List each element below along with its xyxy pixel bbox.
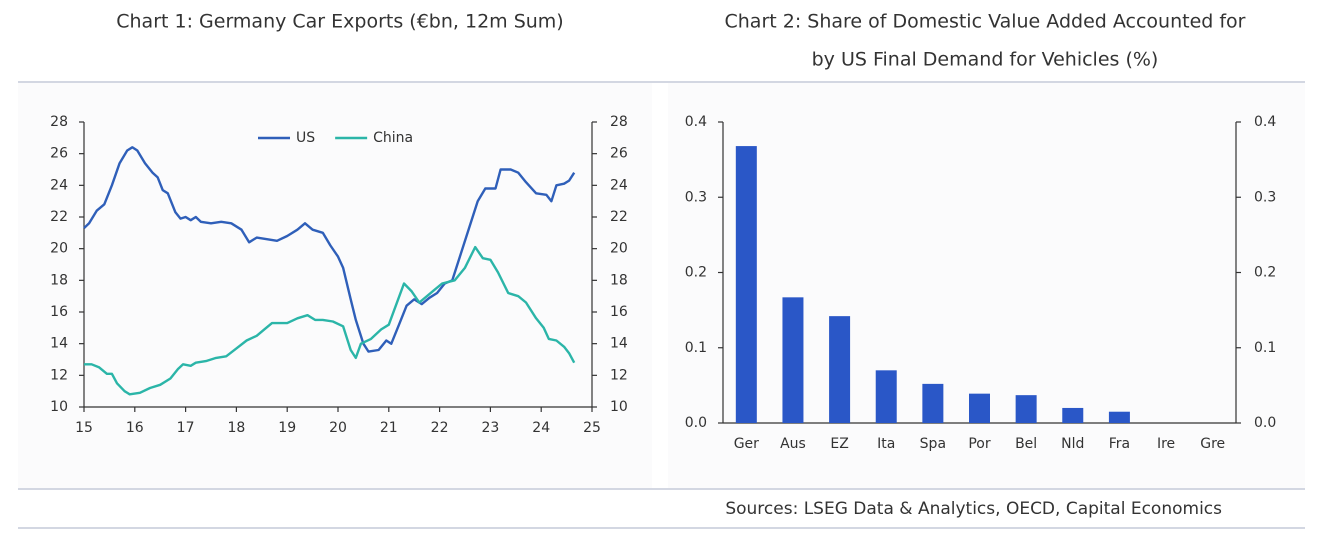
x-tick-label: Aus xyxy=(780,436,806,452)
y2-tick-label: 0.3 xyxy=(1254,189,1276,205)
x-tick-label: 25 xyxy=(583,420,601,436)
y-tick-label: 16 xyxy=(50,304,68,320)
y2-tick-label: 22 xyxy=(610,209,628,225)
panel xyxy=(668,83,1305,488)
y-tick-label: 0.2 xyxy=(685,265,707,281)
bar xyxy=(829,316,851,423)
y2-tick-label: 24 xyxy=(610,177,628,193)
y-tick-label: 18 xyxy=(50,272,68,288)
y2-tick-label: 10 xyxy=(610,399,628,415)
x-tick-label: 23 xyxy=(481,420,499,436)
x-tick-label: 15 xyxy=(75,420,93,436)
x-tick-label: Bel xyxy=(1015,436,1037,452)
bar xyxy=(1062,407,1084,423)
y-tick-label: 0.1 xyxy=(685,340,707,356)
line-series xyxy=(83,146,576,353)
y2-tick-label: 0.1 xyxy=(1254,340,1276,356)
y-tick-label: 0.4 xyxy=(685,114,707,130)
chart-title: Chart 1: Germany Car Exports (€bn, 12m S… xyxy=(116,11,563,33)
bar xyxy=(969,393,990,423)
y2-tick-label: 0.2 xyxy=(1254,265,1276,281)
y-tick-label: 14 xyxy=(50,336,68,352)
x-tick-label: Nld xyxy=(1061,436,1084,452)
x-tick-label: 20 xyxy=(329,420,347,436)
y-tick-label: 0.0 xyxy=(685,415,707,431)
y-tick-label: 0.3 xyxy=(685,189,707,205)
y-tick-label: 22 xyxy=(50,209,68,225)
x-tick-label: 21 xyxy=(380,420,398,436)
y-tick-label: 24 xyxy=(50,177,68,193)
chart-title: by US Final Demand for Vehicles (%) xyxy=(812,49,1159,71)
y2-tick-label: 0.0 xyxy=(1254,415,1276,431)
y2-tick-label: 12 xyxy=(610,367,628,383)
y2-tick-label: 18 xyxy=(610,272,628,288)
chart-title: Chart 2: Share of Domestic Value Added A… xyxy=(725,11,1246,33)
bar xyxy=(1015,395,1037,423)
x-tick-label: 24 xyxy=(532,420,550,436)
x-tick-label: 16 xyxy=(126,420,144,436)
bar xyxy=(1108,411,1130,423)
x-tick-label: Ger xyxy=(734,436,759,452)
legend-label: China xyxy=(373,130,413,146)
y-tick-label: 20 xyxy=(50,241,68,257)
x-tick-label: 18 xyxy=(227,420,245,436)
panel xyxy=(18,83,652,488)
bar xyxy=(922,383,944,423)
x-tick-label: Ire xyxy=(1157,436,1175,452)
legend-label: US xyxy=(296,130,315,146)
bar xyxy=(875,370,897,423)
x-tick-label: 19 xyxy=(278,420,296,436)
y2-tick-label: 14 xyxy=(610,336,628,352)
bar xyxy=(782,297,804,423)
x-tick-label: Por xyxy=(968,436,991,452)
bar xyxy=(735,146,757,423)
line-series xyxy=(84,245,576,396)
source: Sources: LSEG Data & Analytics, OECD, Ca… xyxy=(725,499,1222,519)
x-tick-label: 17 xyxy=(177,420,195,436)
y-tick-label: 26 xyxy=(50,146,68,162)
y-tick-label: 28 xyxy=(50,114,68,130)
y2-tick-label: 28 xyxy=(610,114,628,130)
y2-tick-label: 0.4 xyxy=(1254,114,1276,130)
x-tick-label: Ita xyxy=(877,436,895,452)
x-tick-label: EZ xyxy=(830,436,848,452)
y-tick-label: 10 xyxy=(50,399,68,415)
x-tick-label: Gre xyxy=(1200,436,1225,452)
x-tick-label: Spa xyxy=(920,436,946,452)
x-tick-label: Fra xyxy=(1109,436,1130,452)
y2-tick-label: 20 xyxy=(610,241,628,257)
y2-tick-label: 26 xyxy=(610,146,628,162)
y2-tick-label: 16 xyxy=(610,304,628,320)
y-tick-label: 12 xyxy=(50,367,68,383)
x-tick-label: 22 xyxy=(431,420,449,436)
